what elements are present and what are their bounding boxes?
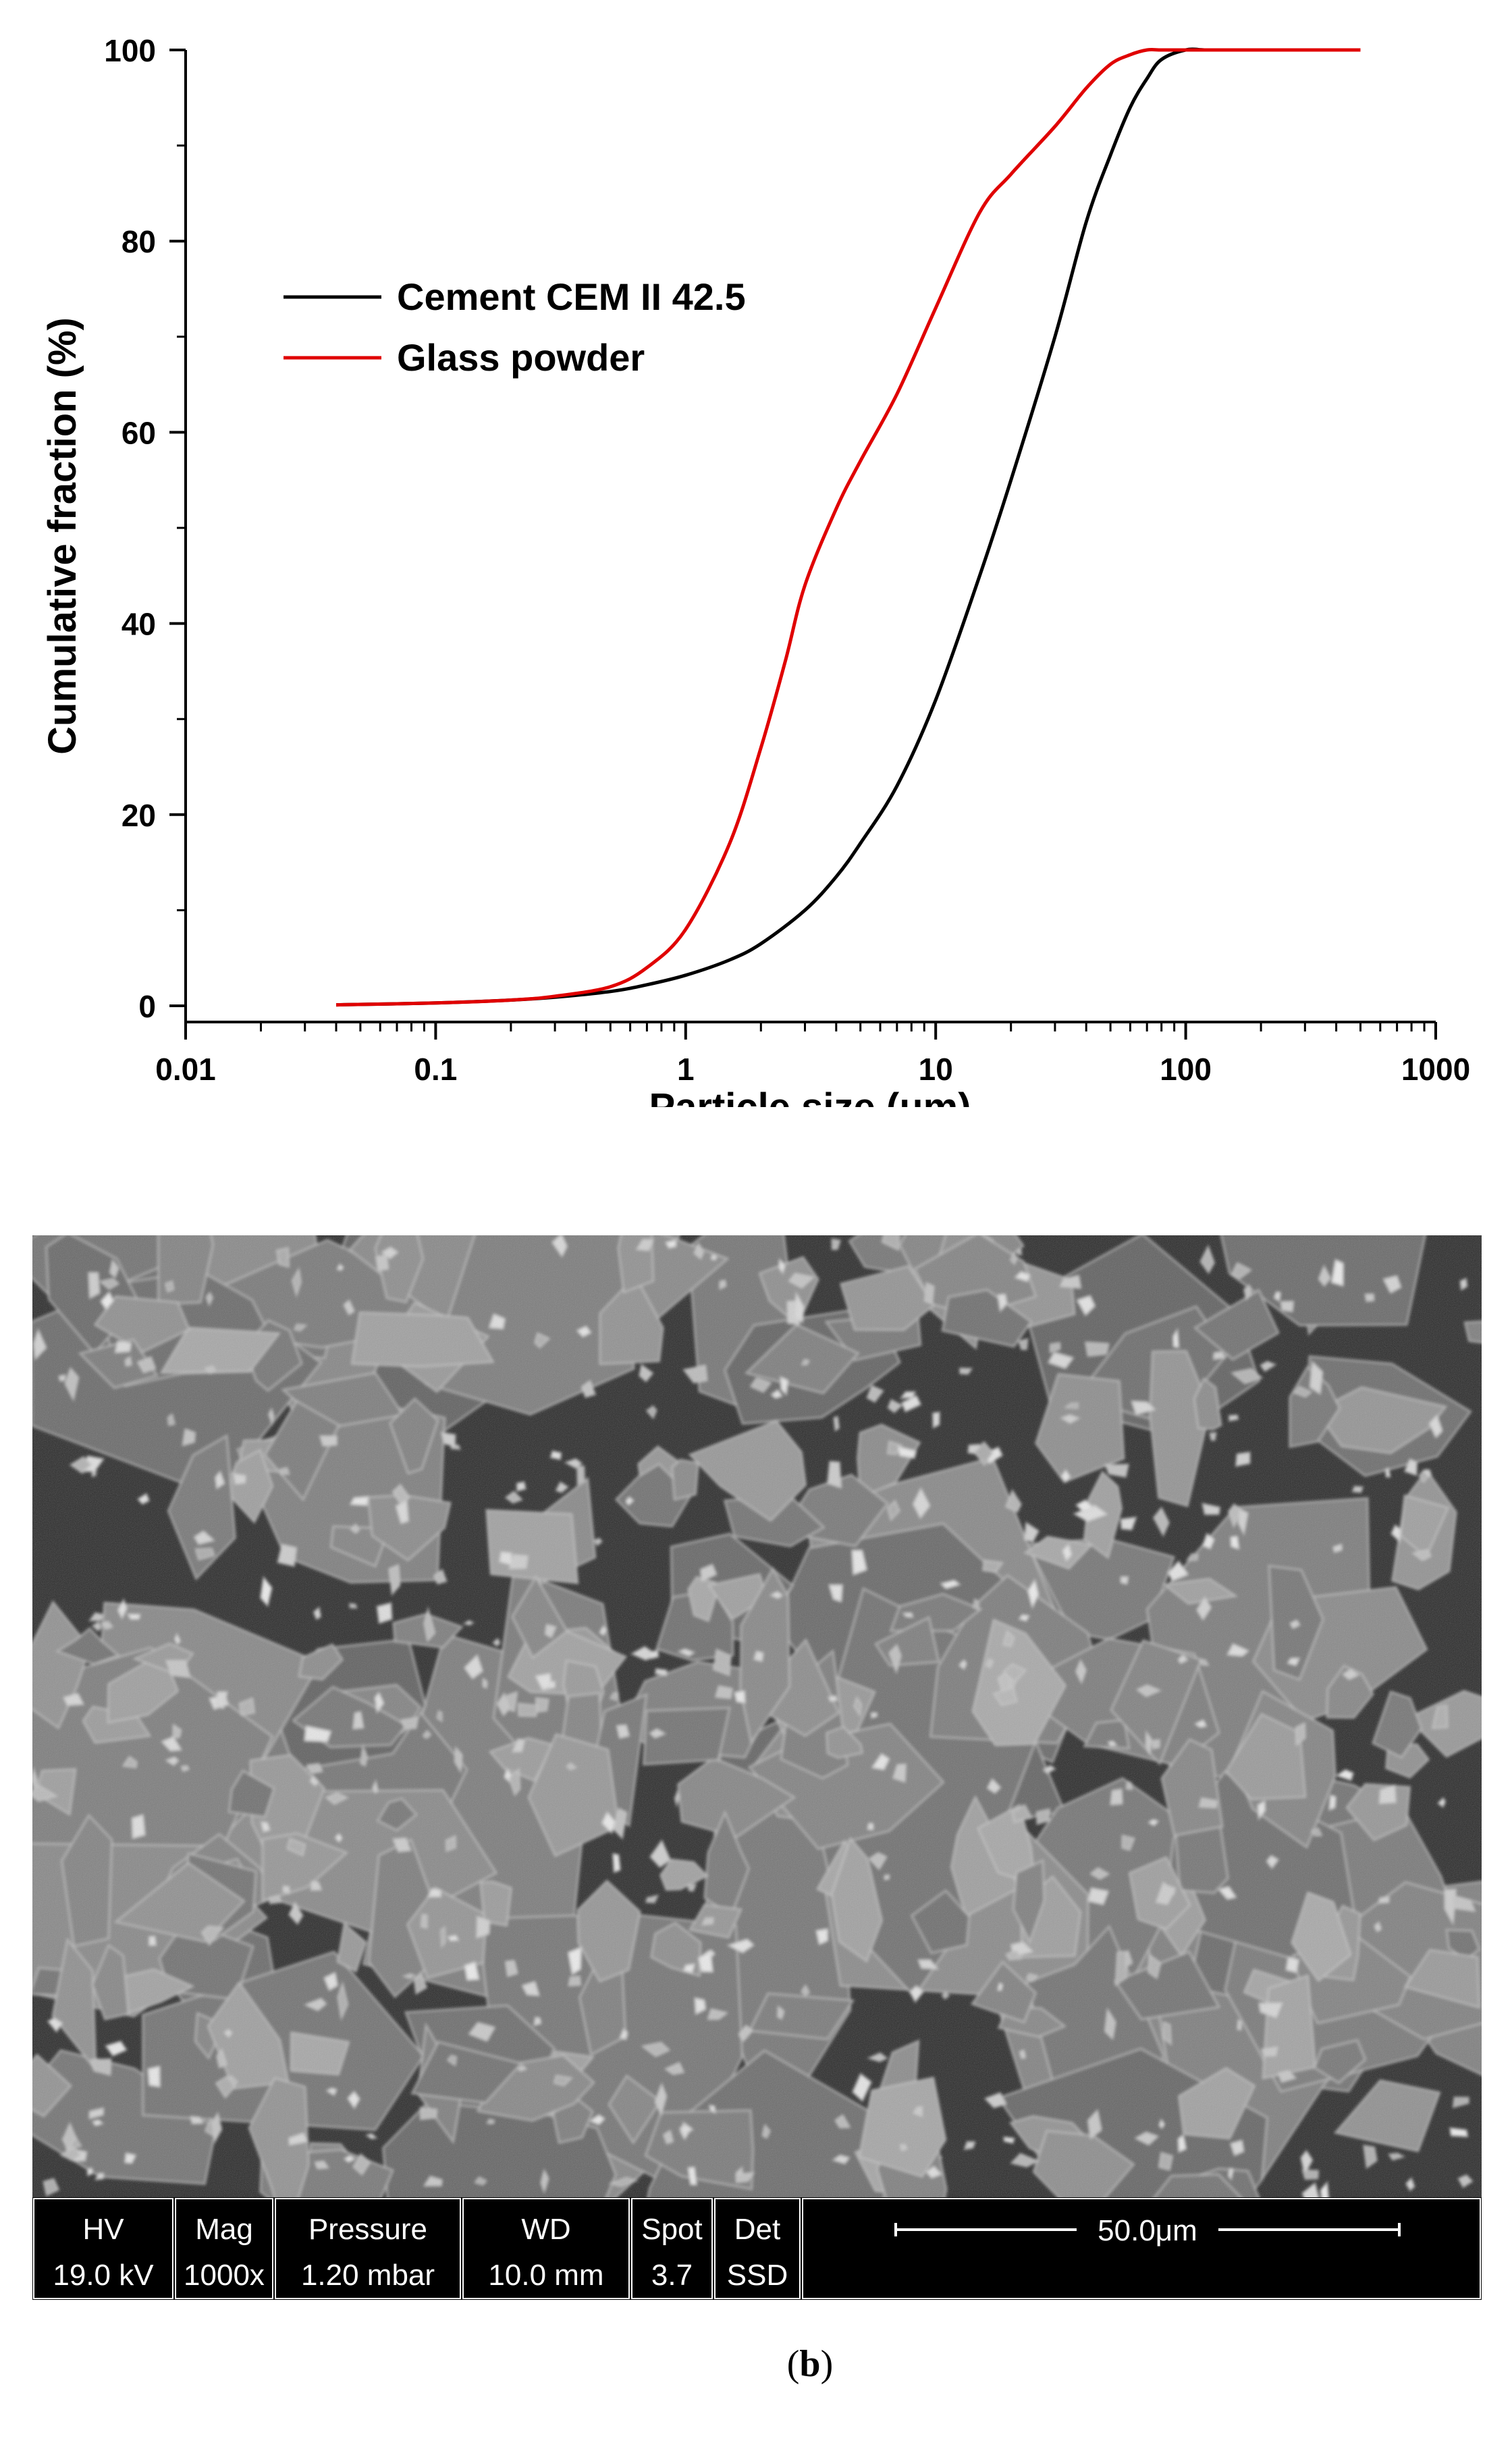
y-tick-label: 40 bbox=[122, 607, 156, 642]
x-tick-label: 10 bbox=[919, 1052, 953, 1087]
info-header: Pressure bbox=[308, 2213, 427, 2246]
x-tick-label: 0.01 bbox=[155, 1052, 216, 1087]
info-cell bbox=[175, 2198, 273, 2299]
y-tick-label: 20 bbox=[122, 798, 156, 833]
info-value: 3.7 bbox=[651, 2259, 693, 2292]
x-axis-label: Particle size (μm) bbox=[649, 1085, 971, 1107]
info-value: 10.0 mm bbox=[488, 2259, 603, 2292]
x-tick-label: 100 bbox=[1160, 1052, 1212, 1087]
scale-bar-label: 50.0μm bbox=[1098, 2214, 1197, 2247]
info-header: WD bbox=[521, 2213, 570, 2246]
info-cell bbox=[631, 2198, 713, 2299]
scale-bar-cell bbox=[802, 2198, 1481, 2299]
info-header: HV bbox=[82, 2213, 124, 2246]
y-tick-label: 0 bbox=[138, 989, 156, 1024]
info-value: 1.20 mbar bbox=[301, 2259, 435, 2292]
info-cell bbox=[275, 2198, 461, 2299]
y-axis-label: Cumulative fraction (%) bbox=[40, 317, 84, 755]
particle-size-chart: 0 20 40 60 80 100 0.01 0.1 1 10 100 1000 Cement CE… bbox=[40, 33, 1470, 1107]
legend-label: Glass powder bbox=[397, 336, 645, 379]
y-tick-label: 80 bbox=[122, 224, 156, 259]
x-tick-label: 0.1 bbox=[414, 1052, 457, 1087]
info-value: SSD bbox=[727, 2259, 788, 2292]
info-value: 19.0 kV bbox=[53, 2259, 154, 2292]
y-tick-label: 60 bbox=[122, 415, 156, 450]
y-ticks: 0 20 40 60 80 100 bbox=[104, 33, 186, 1024]
panel-b-label-wrap: (b) bbox=[0, 2322, 1512, 2417]
panel-b-label-svg: (b) bbox=[787, 2343, 833, 2385]
sem-noise-overlay bbox=[32, 1235, 1482, 2300]
info-header: Det bbox=[734, 2213, 780, 2246]
info-header: Spot bbox=[641, 2213, 703, 2246]
scale-bar-label-bg bbox=[1077, 2212, 1218, 2247]
series-layer bbox=[335, 47, 1361, 1007]
x-tick-label: 1 bbox=[677, 1052, 695, 1087]
info-bar-background bbox=[32, 2197, 1482, 2300]
info-cell bbox=[462, 2198, 630, 2299]
info-cell bbox=[33, 2198, 173, 2299]
sem-micrograph: HV 19.0 kV Mag 1000x Pressure 1.20 mbar WD 10.0… bbox=[32, 1235, 1482, 2300]
info-value: 1000x bbox=[184, 2259, 265, 2292]
panel-b-label: (b) bbox=[787, 2343, 833, 2385]
x-ticks: 0.01 0.1 1 10 100 1000 bbox=[155, 1022, 1470, 1087]
series-line-glass-powder bbox=[335, 47, 1361, 1007]
sem-info-bar: HV 19.0 kV Mag 1000x Pressure 1.20 mbar WD 10.0… bbox=[32, 2197, 1482, 2300]
plot-frame bbox=[184, 50, 1436, 1023]
info-header: Mag bbox=[195, 2213, 253, 2246]
x-tick-label: 1000 bbox=[1401, 1052, 1470, 1087]
series-line-cement bbox=[335, 47, 1361, 1007]
legend-label: Cement CEM II 42.5 bbox=[397, 275, 746, 318]
legend: Cement CEM II 42.5 Glass powder bbox=[284, 275, 746, 379]
y-tick-label: 100 bbox=[104, 33, 156, 68]
info-cell bbox=[714, 2198, 801, 2299]
